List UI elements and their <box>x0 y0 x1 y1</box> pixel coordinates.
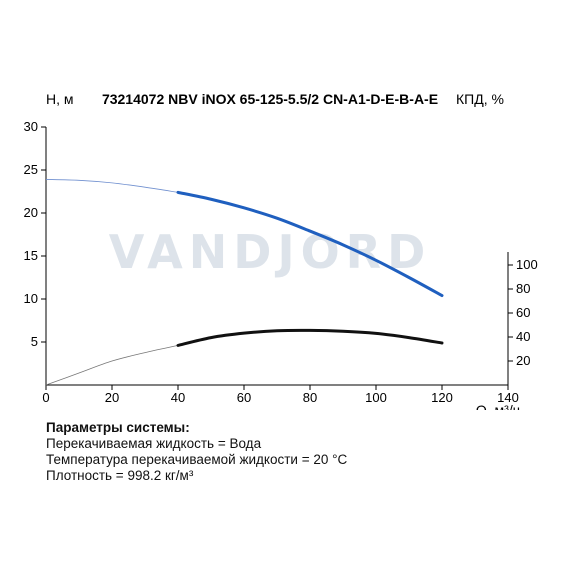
left-y-tick-label: 25 <box>24 162 38 177</box>
pump-curve-chart: 73214072 NBV iNOX 65-125-5.5/2 CN-A1-D-E… <box>24 91 538 410</box>
right-axis-label: КПД, % <box>456 91 504 107</box>
axes: 0 20 40 60 80 100 120 140 5 10 15 20 25 30 20 40 60 80 100 <box>24 119 538 405</box>
x-tick-label: 0 <box>42 390 49 405</box>
params-heading: Параметры системы: <box>46 420 190 435</box>
left-y-tick-label: 20 <box>24 205 38 220</box>
left-y-tick-label: 5 <box>31 334 38 349</box>
x-tick-label: 60 <box>237 390 251 405</box>
left-axis-label: H, м <box>46 91 74 107</box>
right-y-tick-label: 80 <box>516 281 530 296</box>
params-line-fluid: Перекачиваемая жидкость = Вода <box>46 436 262 451</box>
right-y-tick-label: 60 <box>516 305 530 320</box>
x-axis-label: Q, м³/ч <box>476 402 520 410</box>
head-curve <box>176 190 444 298</box>
left-y-tick-label: 10 <box>24 291 38 306</box>
params-line-temperature: Температура перекачиваемой жидкости = 20… <box>46 452 348 467</box>
right-y-tick-label: 100 <box>516 257 538 272</box>
chart-title: 73214072 NBV iNOX 65-125-5.5/2 CN-A1-D-E… <box>102 91 438 107</box>
watermark: VANDJORD <box>109 225 432 279</box>
efficiency-curve-extrapolated <box>45 345 179 386</box>
efficiency-curve <box>176 328 444 347</box>
x-tick-label: 80 <box>303 390 317 405</box>
x-tick-label: 140 <box>497 390 519 405</box>
right-y-tick-label: 40 <box>516 329 530 344</box>
head-curve-extrapolated <box>45 179 179 193</box>
left-y-tick-label: 30 <box>24 119 38 134</box>
x-tick-label: 40 <box>171 390 185 405</box>
x-tick-label: 20 <box>105 390 119 405</box>
right-y-tick-label: 20 <box>516 353 530 368</box>
system-parameters: Параметры системы: Перекачиваемая жидкос… <box>46 420 347 484</box>
left-y-tick-label: 15 <box>24 248 38 263</box>
x-tick-label: 120 <box>431 390 453 405</box>
x-tick-label: 100 <box>365 390 387 405</box>
params-line-density: Плотность = 998.2 кг/м³ <box>46 468 194 483</box>
curves <box>45 179 444 386</box>
